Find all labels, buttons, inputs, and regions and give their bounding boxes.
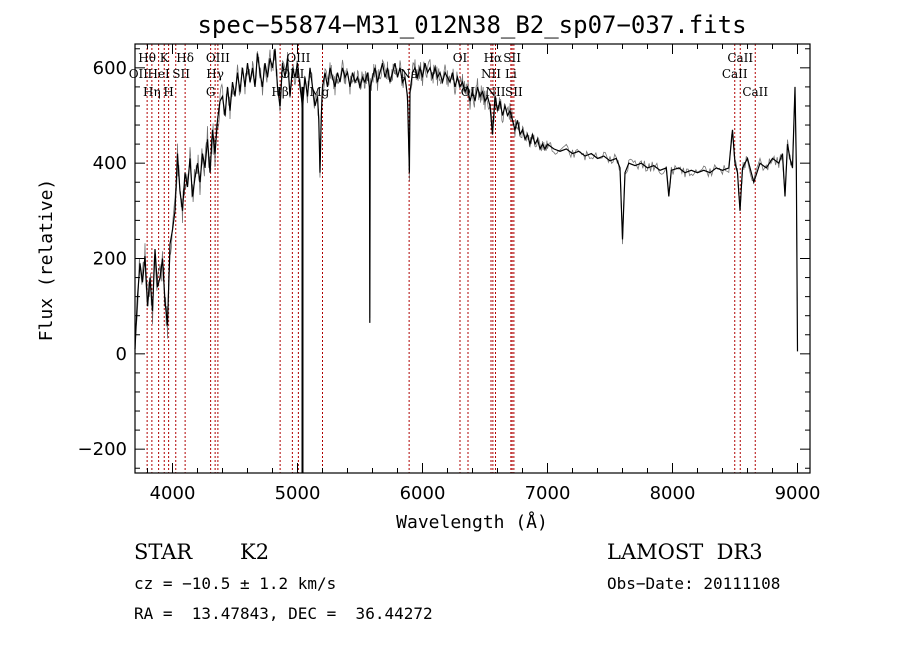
spectral-line-label: SII (505, 85, 523, 99)
spectral-line-label: Hθ (138, 51, 156, 65)
spectral-line-label: OIII (286, 51, 310, 65)
x-tick-label: 4000 (150, 483, 196, 504)
spectral-line-label: SII (172, 67, 190, 81)
y-axis: −200 0 200 400 600 (78, 48, 810, 469)
spectral-line-label: H (163, 85, 173, 99)
x-tick-label: 9000 (775, 483, 821, 504)
y-tick-label: 600 (93, 58, 127, 79)
spectral-line-label: OIII (206, 51, 230, 65)
x-tick-label: 8000 (650, 483, 696, 504)
x-tick-label: 6000 (400, 483, 446, 504)
spectral-line-label: CaII (727, 51, 753, 65)
y-tick-label: −200 (78, 439, 127, 460)
plot-frame (134, 43, 811, 474)
spectral-line-label: CaII (722, 67, 748, 81)
y-tick-label: 400 (93, 153, 127, 174)
spectral-line-label: Hβ (271, 85, 288, 99)
spectral-line-label: NII (486, 85, 506, 99)
spectral-line-label: Hδ (176, 51, 194, 65)
spectral-line-label: Hη (143, 85, 161, 99)
spectral-line-label: HeI (147, 67, 170, 81)
spectral-line-label: Li (505, 67, 517, 81)
spectral-line-label: OI (453, 51, 468, 65)
x-tick-label: 7000 (525, 483, 571, 504)
object-subclass: K2 (240, 540, 270, 564)
object-class: STAR (134, 540, 193, 564)
spectral-line-label: K (160, 51, 170, 65)
redshift-cz: cz = −10.5 ± 1.2 km/s (134, 574, 337, 593)
spectral-line-label: Hα (484, 51, 503, 65)
spectral-line-label: G (206, 85, 216, 99)
coordinates: RA = 13.47843, DEC = 36.44272 (134, 604, 433, 623)
x-tick-label: 5000 (275, 483, 321, 504)
spectral-line-label: CaII (742, 85, 768, 99)
spectral-line-label: Hγ (206, 67, 224, 81)
y-tick-label: 200 (93, 249, 127, 270)
x-axis-label: Wavelength (Å) (396, 511, 548, 533)
survey-name: LAMOST DR3 (607, 540, 763, 564)
spectrum-noise (134, 49, 798, 361)
spectral-line-label: NII (481, 67, 501, 81)
spectral-line-label: OII (129, 67, 149, 81)
y-tick-label: 0 (116, 344, 127, 365)
chart-title: spec−55874−M31_012N38_B2_sp07−037.fits (197, 11, 746, 39)
spectral-line-label: SII (503, 51, 521, 65)
observation-date: Obs−Date: 20111108 (607, 574, 781, 593)
y-axis-label: Flux (relative) (36, 179, 57, 342)
reference-lines (146, 44, 756, 473)
spectral-line-label: Mg (309, 85, 329, 99)
x-axis: 4000 5000 6000 7000 8000 9000 (147, 44, 821, 504)
